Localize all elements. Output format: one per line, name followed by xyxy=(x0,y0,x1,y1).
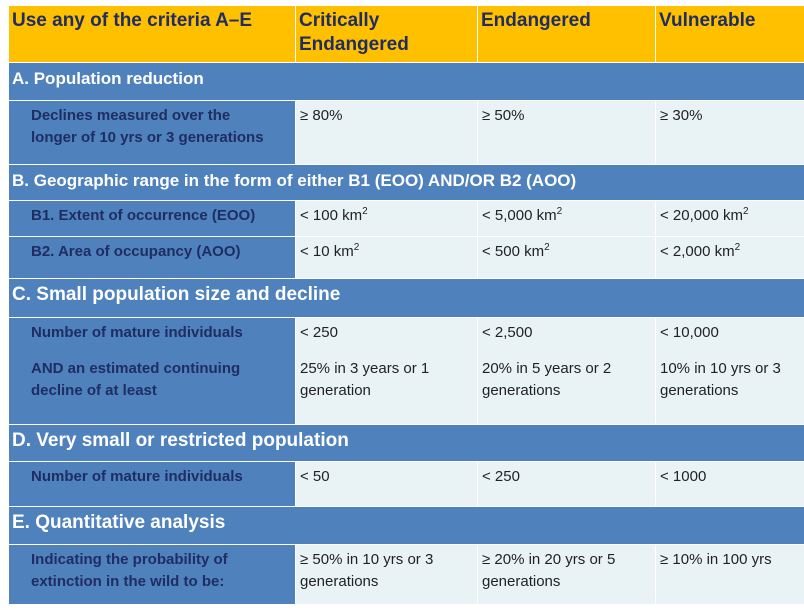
table-header-row: Use any of the criteria A–E Critically E… xyxy=(9,6,804,62)
critically-header-line1: Critically xyxy=(299,10,380,31)
section-c-cr1: < 250 xyxy=(300,324,338,341)
section-c-vu2-line1: 10% in 10 yrs or 3 xyxy=(660,360,781,377)
section-c-vu-value: < 10,000 10% in 10 yrs or 3 generations xyxy=(656,318,804,424)
section-d-row: Number of mature individuals < 50 < 250 … xyxy=(9,462,804,506)
section-b1-row: B1. Extent of occurrence (EOO) < 100 km2… xyxy=(9,201,804,236)
section-e-label-line1: Indicating the probability of xyxy=(31,551,228,568)
section-a-cr-text: ≥ 80% xyxy=(300,107,343,124)
section-d-en-value: < 250 xyxy=(478,462,655,506)
section-b1-vu-value: < 20,000 km2 xyxy=(656,201,804,236)
section-c-en2-line1: 20% in 5 years or 2 xyxy=(482,360,612,377)
section-c-en2-line2: generations xyxy=(482,382,561,399)
section-c-cr2-line2: generation xyxy=(300,382,371,399)
section-a-row: Declines measured over the longer of 10 … xyxy=(9,101,804,164)
section-b2-label-text: B2. Area of occupancy (AOO) xyxy=(31,243,241,260)
section-d-title: D. Very small or restricted population xyxy=(12,430,349,451)
section-a-label-line1: Declines measured over the xyxy=(31,107,231,124)
criteria-header-text: Use any of the criteria A–E xyxy=(12,10,253,31)
section-b2-en-text: < 500 km xyxy=(482,243,545,260)
section-d-vu-value: < 1000 xyxy=(656,462,804,506)
section-b2-label: B2. Area of occupancy (AOO) xyxy=(9,237,295,278)
section-c-spacer xyxy=(31,344,291,358)
section-e-label-line2: extinction in the wild to be: xyxy=(31,573,225,590)
section-b1-cr-unit-sup: 2 xyxy=(362,206,368,217)
vulnerable-header-text: Vulnerable xyxy=(659,10,756,31)
section-e-en-line2: generations xyxy=(482,573,561,590)
section-c-cr-value: < 250 25% in 3 years or 1 generation xyxy=(296,318,477,424)
section-d-cr-value: < 50 xyxy=(296,462,477,506)
section-e-cr-line2: generations xyxy=(300,573,379,590)
section-c-vu1: < 10,000 xyxy=(660,324,719,341)
section-b2-vu-unit-sup: 2 xyxy=(734,242,741,253)
section-d-label-text: Number of mature individuals xyxy=(31,468,243,485)
section-c-cr2-line1: 25% in 3 years or 1 xyxy=(300,360,430,377)
section-e-cr-value: ≥ 50% in 10 yrs or 3 generations xyxy=(296,545,477,604)
vulnerable-header: Vulnerable xyxy=(656,6,804,62)
section-e-en-value: ≥ 20% in 20 yrs or 5 generations xyxy=(478,545,655,604)
section-b2-cr-text: < 10 km xyxy=(300,243,354,260)
section-b1-en-text: < 5,000 km xyxy=(482,207,557,224)
section-b2-row: B2. Area of occupancy (AOO) < 10 km2 < 5… xyxy=(9,237,804,278)
section-b2-en-unit-sup: 2 xyxy=(544,242,550,253)
section-a-en-value: ≥ 50% xyxy=(478,101,655,164)
section-b-header: B. Geographic range in the form of eithe… xyxy=(9,165,804,200)
section-c-header: C. Small population size and decline xyxy=(9,279,804,317)
section-b2-vu-value: < 2,000 km2 xyxy=(656,237,804,278)
section-b1-cr-value: < 100 km2 xyxy=(296,201,477,236)
section-a-vu-text: ≥ 30% xyxy=(660,107,703,124)
section-b1-en-unit-sup: 2 xyxy=(556,206,563,217)
section-b-title: B. Geographic range in the form of eithe… xyxy=(12,171,577,190)
section-c-row: Number of mature individuals AND an esti… xyxy=(9,318,804,424)
criteria-header: Use any of the criteria A–E xyxy=(9,6,295,62)
section-b2-en-value: < 500 km2 xyxy=(478,237,655,278)
section-c-title: C. Small population size and decline xyxy=(12,284,341,305)
critically-endangered-header: Critically Endangered xyxy=(296,6,477,62)
section-c-label: Number of mature individuals AND an esti… xyxy=(9,318,295,424)
section-e-vu-value: ≥ 10% in 100 yrs xyxy=(656,545,804,604)
section-d-label: Number of mature individuals xyxy=(9,462,295,506)
section-a-en-text: ≥ 50% xyxy=(482,107,525,124)
section-c-en1: < 2,500 xyxy=(482,324,533,341)
section-e-header: E. Quantitative analysis xyxy=(9,507,804,544)
section-c-vu-spacer xyxy=(660,344,800,358)
section-d-cr-text: < 50 xyxy=(300,468,330,485)
section-e-vu-text: ≥ 10% in 100 yrs xyxy=(660,551,772,568)
section-a-title: A. Population reduction xyxy=(12,69,204,88)
endangered-header-text: Endangered xyxy=(481,10,591,31)
section-a-cr-value: ≥ 80% xyxy=(296,101,477,164)
section-b1-label-text: B1. Extent of occurrence (EOO) xyxy=(31,207,256,224)
section-c-label1: Number of mature individuals xyxy=(31,324,243,341)
section-b1-label: B1. Extent of occurrence (EOO) xyxy=(9,201,295,236)
section-d-en-text: < 250 xyxy=(482,468,520,485)
section-b2-vu-text: < 2,000 km xyxy=(660,243,735,260)
section-d-header: D. Very small or restricted population xyxy=(9,425,804,461)
section-c-en-spacer xyxy=(482,344,651,358)
section-e-en-line1: ≥ 20% in 20 yrs or 5 xyxy=(482,551,616,568)
iucn-criteria-table: Use any of the criteria A–E Critically E… xyxy=(9,6,804,604)
section-b2-cr-unit-sup: 2 xyxy=(353,242,360,253)
section-e-label: Indicating the probability of extinction… xyxy=(9,545,295,604)
section-b2-cr-value: < 10 km2 xyxy=(296,237,477,278)
section-a-label: Declines measured over the longer of 10 … xyxy=(9,101,295,164)
section-c-cr-spacer xyxy=(300,344,473,358)
section-a-header: A. Population reduction xyxy=(9,63,804,100)
section-d-vu-text: < 1000 xyxy=(660,468,707,485)
section-e-cr-line1: ≥ 50% in 10 yrs or 3 xyxy=(300,551,434,568)
section-b1-en-value: < 5,000 km2 xyxy=(478,201,655,236)
section-b1-vu-unit-sup: 2 xyxy=(742,206,749,217)
section-c-vu2-line2: generations xyxy=(660,382,739,399)
section-a-vu-value: ≥ 30% xyxy=(656,101,804,164)
section-e-row: Indicating the probability of extinction… xyxy=(9,545,804,604)
section-c-en-value: < 2,500 20% in 5 years or 2 generations xyxy=(478,318,655,424)
critically-header-line2: Endangered xyxy=(299,34,409,55)
section-e-title: E. Quantitative analysis xyxy=(12,512,226,533)
section-c-label2-line2: decline of at least xyxy=(31,382,157,399)
endangered-header: Endangered xyxy=(478,6,655,62)
section-a-label-line2: longer of 10 yrs or 3 generations xyxy=(31,129,264,146)
section-c-label2-line1: AND an estimated continuing xyxy=(31,360,241,377)
section-b1-vu-text: < 20,000 km xyxy=(660,207,743,224)
section-b1-cr-text: < 100 km xyxy=(300,207,363,224)
